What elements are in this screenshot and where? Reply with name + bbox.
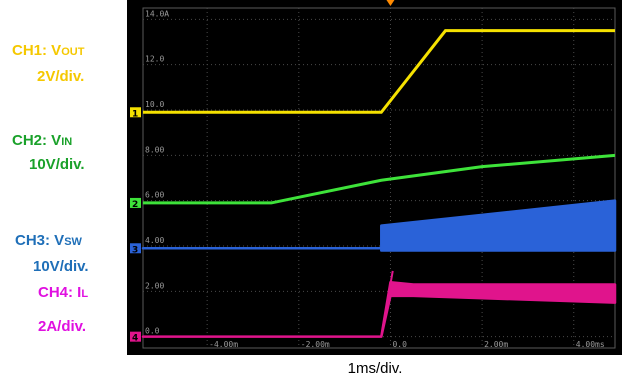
x-tick-label: -2.00m	[301, 340, 330, 349]
ch3-label: CH3: VSW	[15, 232, 82, 249]
ch2-level-number: 2	[132, 200, 138, 210]
y-tick-label: 6.00	[145, 191, 164, 200]
ch4-scale: 2A/div.	[38, 318, 87, 335]
x-tick-label: -4.00m	[209, 340, 238, 349]
ch1-scale: 2V/div.	[37, 68, 85, 85]
x-tick-label: 2.00m	[484, 340, 508, 349]
ch3-level-number: 3	[132, 245, 138, 255]
y-tick-label: 14.0A	[145, 9, 169, 18]
x-tick-label: 0.0	[392, 340, 407, 349]
ch4-level-number: 4	[132, 334, 138, 344]
ch4-level-marker	[130, 331, 141, 342]
ch2-scale: 10V/div.	[29, 156, 85, 173]
ch2-trace	[143, 153, 616, 205]
ch2-level-marker	[130, 197, 141, 208]
oscilloscope-plot: -4.00m -2.00m 0.0 2.00m 4.00ms14.0A12.010.08…	[130, 0, 617, 349]
ch3-scale: 10V/div.	[33, 258, 89, 275]
ch1-label: CH1: VOUT	[12, 42, 85, 59]
ch1-level-marker	[130, 107, 141, 118]
trigger-marker	[386, 0, 395, 6]
y-tick-label: 8.00	[145, 145, 164, 154]
ch1-trace	[143, 29, 615, 114]
ch4-envelope	[141, 281, 617, 338]
y-tick-label: 12.0	[145, 55, 164, 64]
ch3-envelope	[141, 199, 617, 252]
y-tick-label: 0.0	[145, 327, 160, 336]
plot-frame	[142, 7, 616, 349]
ch1-level-number: 1	[132, 109, 138, 119]
ch4-spike	[380, 270, 394, 337]
ch3-level-marker	[130, 243, 141, 254]
y-tick-label: 2.00	[145, 281, 164, 290]
x-tick-label: 4.00ms	[576, 340, 605, 349]
ch4-label: CH4: IL	[38, 284, 89, 301]
oscilloscope-screen: -4.00m -2.00m 0.0 2.00m 4.00ms 14.0A 12.0 10.0 8…	[127, 0, 622, 355]
y-tick-label: 4.00	[145, 236, 164, 245]
y-tick-label: 10.0	[145, 100, 164, 109]
x-axis-label: 1ms/div.	[347, 360, 403, 377]
ch2-label: CH2: VIN	[12, 132, 73, 149]
